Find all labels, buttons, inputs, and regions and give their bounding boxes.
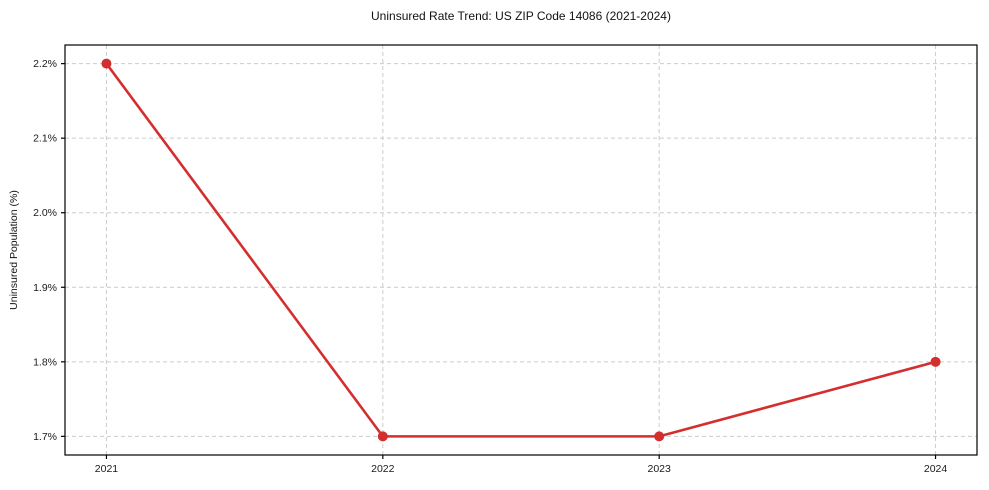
y-tick-label: 2.1%	[33, 133, 57, 145]
x-tick-label: 2021	[95, 463, 119, 475]
trend-line	[105, 62, 937, 438]
y-tick-label: 1.8%	[33, 356, 57, 368]
x-tick-label: 2022	[371, 463, 395, 475]
data-point	[654, 431, 665, 442]
data-point	[930, 356, 941, 367]
y-tick-label: 2.0%	[33, 207, 57, 219]
data-point	[377, 431, 388, 442]
chart-title: Uninsured Rate Trend: US ZIP Code 14086 …	[371, 9, 671, 23]
y-tick-label: 1.9%	[33, 282, 57, 294]
y-tick-label: 1.7%	[33, 431, 57, 443]
x-tick-label: 2023	[648, 463, 672, 475]
x-tick-label: 2024	[924, 463, 948, 475]
plot-border	[64, 44, 978, 456]
data-point	[101, 58, 112, 69]
y-tick-label: 2.2%	[33, 58, 57, 70]
